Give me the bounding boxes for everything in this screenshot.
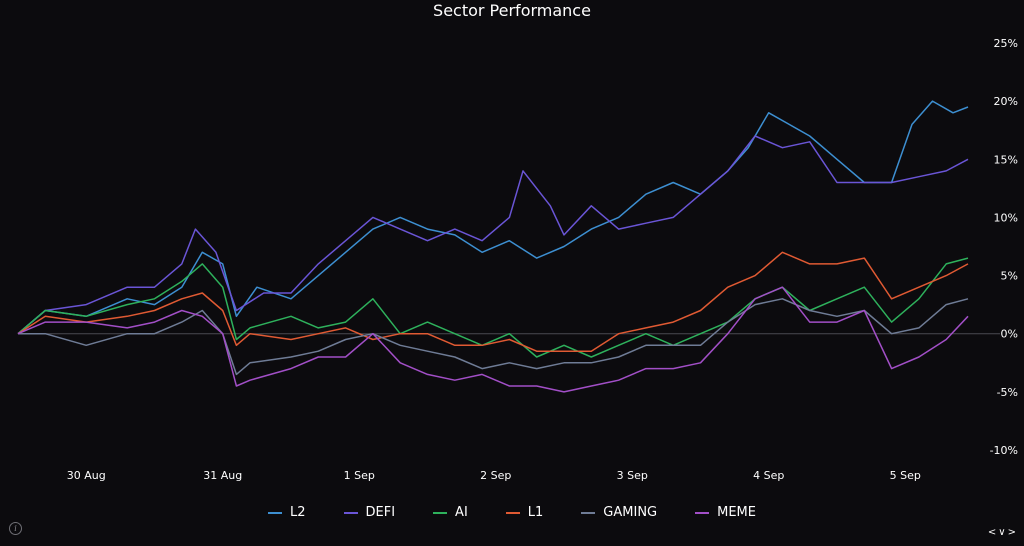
scroll-arrows-icon[interactable]: <∨> xyxy=(987,527,1018,538)
legend-swatch xyxy=(343,511,358,514)
x-tick-label: 5 Sep xyxy=(890,469,921,482)
legend-label: MEME xyxy=(717,505,756,520)
legend-item-l1[interactable]: L1 xyxy=(505,505,544,520)
y-tick-label: 10% xyxy=(994,211,1018,224)
x-tick-label: 4 Sep xyxy=(753,469,784,482)
legend: L2 DEFI AI L1 GAMING MEME xyxy=(0,505,1024,520)
y-tick-label: -10% xyxy=(990,444,1018,457)
chart-title: Sector Performance xyxy=(433,1,591,20)
legend-item-defi[interactable]: DEFI xyxy=(343,505,396,520)
series-line-gaming[interactable] xyxy=(18,298,969,376)
series-line-ai[interactable] xyxy=(17,257,969,358)
legend-swatch xyxy=(695,511,710,514)
legend-swatch xyxy=(505,511,520,514)
x-tick-label: 31 Aug xyxy=(203,469,242,482)
x-tick-label: 2 Sep xyxy=(480,469,511,482)
y-tick-label: 5% xyxy=(1001,270,1018,283)
legend-item-gaming[interactable]: GAMING xyxy=(581,505,657,520)
legend-label: AI xyxy=(455,505,468,520)
legend-label: DEFI xyxy=(365,505,396,520)
legend-item-l2[interactable]: L2 xyxy=(267,505,306,520)
y-tick-label: 0% xyxy=(1001,328,1018,341)
legend-label: L2 xyxy=(289,505,306,520)
legend-item-meme[interactable]: MEME xyxy=(695,505,756,520)
legend-item-ai[interactable]: AI xyxy=(433,505,468,520)
y-tick-label: 25% xyxy=(994,37,1018,50)
legend-swatch xyxy=(433,511,448,514)
legend-label: GAMING xyxy=(603,505,658,520)
info-icon[interactable]: i xyxy=(9,522,22,535)
series-line-defi[interactable] xyxy=(17,135,969,335)
series-line-meme[interactable] xyxy=(17,286,969,393)
series-line-l2[interactable] xyxy=(17,100,969,335)
y-tick-label: 20% xyxy=(994,95,1018,108)
x-tick-label: 3 Sep xyxy=(617,469,648,482)
y-tick-label: 15% xyxy=(994,153,1018,166)
legend-swatch xyxy=(267,511,282,514)
legend-label: L1 xyxy=(527,505,544,520)
x-tick-label: 1 Sep xyxy=(344,469,375,482)
x-tick-label: 30 Aug xyxy=(67,469,106,482)
legend-swatch xyxy=(581,511,596,514)
y-tick-label: -5% xyxy=(997,386,1018,399)
series-line-l1[interactable] xyxy=(17,251,969,352)
